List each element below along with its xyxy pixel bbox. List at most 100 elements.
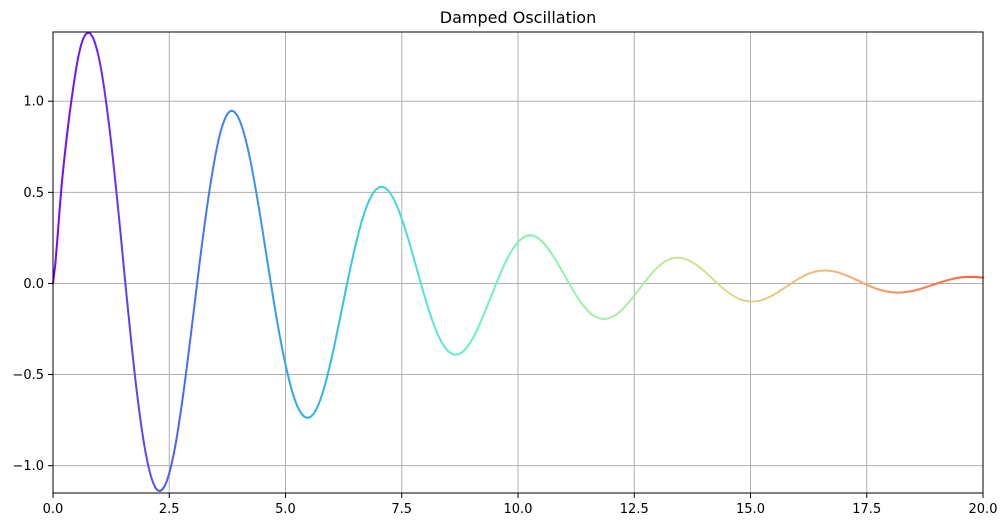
line-segment [417, 272, 422, 283]
line-segment [96, 49, 101, 62]
line-segment [56, 204, 61, 237]
line-segment [319, 391, 324, 401]
line-segment [284, 363, 289, 376]
line-segment [110, 141, 115, 165]
line-segment [361, 211, 366, 221]
line-segment [491, 286, 496, 295]
x-tick-label: 20.0 [969, 502, 998, 517]
line-segment [182, 376, 187, 396]
line-segment [147, 465, 152, 477]
y-tick-label: 1.0 [23, 95, 44, 110]
line-segment [398, 211, 403, 220]
line-segment [493, 280, 499, 289]
line-segment [244, 139, 250, 152]
x-tick-label: 15.0 [736, 502, 765, 517]
y-tick-label: 0.5 [23, 186, 44, 201]
line-segment [189, 320, 194, 342]
y-tick-label: −1.0 [12, 459, 44, 474]
x-tick-label: 12.5 [620, 502, 649, 517]
line-segment [261, 227, 266, 245]
y-tick-label: 0.0 [23, 277, 44, 292]
line-segment [275, 314, 280, 331]
line-segment [354, 235, 359, 248]
line-segment [119, 230, 124, 258]
line-segment [100, 72, 106, 90]
line-segment [112, 162, 117, 187]
line-segment [117, 207, 122, 233]
line-segment [70, 81, 75, 101]
x-tick-label: 10.0 [504, 502, 533, 517]
line-segment [196, 262, 201, 285]
line-segment [242, 131, 247, 142]
grid [52, 32, 984, 493]
line-segment [124, 279, 129, 305]
line-segment [251, 172, 257, 188]
line-segment [291, 391, 296, 401]
line-segment [340, 299, 345, 314]
line-segment [186, 339, 192, 360]
line-segment [247, 149, 252, 163]
line-segment [421, 288, 426, 299]
line-segment [282, 352, 287, 366]
line-segment [419, 280, 424, 291]
line-segment [335, 322, 340, 336]
line-segment [138, 408, 143, 428]
line-segment [79, 37, 85, 47]
line-segment [428, 311, 433, 321]
line-segment [140, 425, 145, 443]
line-segment [351, 245, 357, 258]
line-segment [133, 369, 138, 392]
line-segment [128, 325, 134, 351]
line-segment [289, 383, 294, 394]
line-segment [363, 204, 368, 214]
line-segment [165, 472, 171, 482]
line-segment [126, 302, 131, 328]
line-segment [342, 288, 347, 302]
line-segment [286, 373, 292, 386]
line-segment [205, 194, 210, 213]
line-segment [317, 398, 322, 407]
line-segment [93, 41, 99, 52]
line-segment [105, 103, 110, 124]
line-segment [489, 292, 494, 300]
line-segment [91, 35, 96, 44]
line-segment [121, 255, 127, 282]
line-segment [63, 134, 68, 157]
line-segment [217, 131, 222, 144]
line-segment [145, 453, 150, 468]
line-segment [424, 296, 429, 307]
line-segment [203, 210, 208, 230]
line-segment [75, 54, 80, 70]
line-segment [54, 234, 59, 265]
line-segment [496, 274, 501, 283]
line-segment [365, 199, 371, 207]
line-segment [114, 184, 120, 210]
line-segment [433, 324, 438, 333]
line-segment [72, 67, 78, 84]
line-segment [177, 409, 182, 428]
line-segment [193, 282, 199, 304]
y-tick-label: −0.5 [12, 368, 44, 383]
line-segment [277, 328, 282, 343]
line-segment [249, 160, 254, 175]
line-segment [482, 309, 487, 318]
line-segment [214, 141, 220, 155]
line-segment [135, 389, 141, 411]
line-segment [254, 185, 259, 202]
axis-ticks: 0.0 2.5 5.0 7.5 10.0 12.5 15.0 17.5 20.0 −1.0 −0.5… [12, 95, 997, 517]
line-segment [170, 452, 175, 466]
line-segment [98, 59, 103, 75]
line-segment [149, 474, 154, 484]
chart-title: Damped Oscillation [440, 8, 596, 27]
line-segment [412, 255, 417, 267]
line-segment [403, 224, 408, 234]
line-segment [279, 340, 285, 355]
line-segment [328, 355, 333, 368]
line-segment [200, 227, 206, 247]
line-segment [396, 205, 401, 214]
line-segment [103, 87, 108, 106]
line-segment [219, 123, 224, 134]
line-segment [400, 217, 406, 227]
x-tick-label: 0.0 [43, 502, 64, 517]
